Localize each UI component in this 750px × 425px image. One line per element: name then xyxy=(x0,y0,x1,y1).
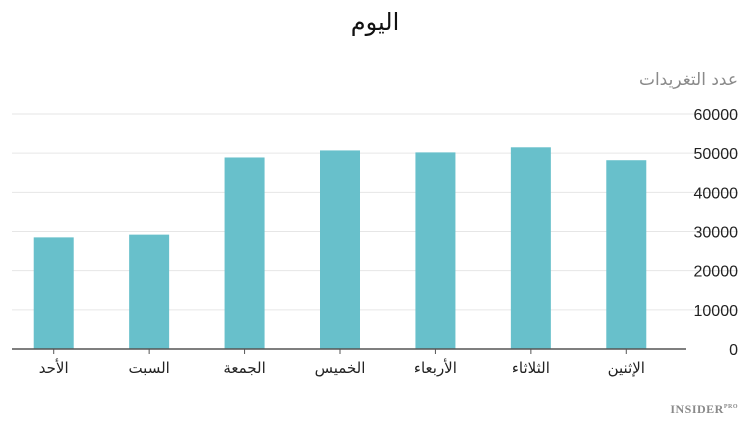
bar xyxy=(510,147,551,349)
bar xyxy=(415,152,456,349)
x-tick-label: السبت xyxy=(128,359,169,377)
brand-logo: INSIDERPRO xyxy=(670,402,738,416)
bar xyxy=(320,150,360,349)
x-tick-label: الأحد xyxy=(39,358,69,377)
y-tick-label: 20000 xyxy=(694,264,739,281)
bars xyxy=(33,147,647,349)
x-tick-label: الثلاثاء xyxy=(512,359,550,377)
bar xyxy=(33,237,74,349)
y-tick-label: 60000 xyxy=(694,107,739,124)
y-tick-label: 40000 xyxy=(694,185,739,202)
y-tick-label: 0 xyxy=(729,342,738,359)
y-ticks: 0 10000 20000 30000 40000 50000 60000 xyxy=(694,107,739,359)
x-tick-label: الخميس xyxy=(315,359,366,377)
y-tick-label: 30000 xyxy=(694,225,739,242)
x-tick-label: الإثنين xyxy=(608,359,645,377)
bar xyxy=(129,234,170,349)
x-labels: الإثنين الثلاثاء الأربعاء الخميس الجمعة السبت… xyxy=(39,349,645,377)
y-axis-label: عدد التغريدات xyxy=(638,70,738,90)
bar xyxy=(224,157,265,349)
x-tick-label: الجمعة xyxy=(223,359,265,377)
y-tick-label: 50000 xyxy=(694,146,739,163)
y-tick-label: 10000 xyxy=(694,303,739,320)
chart-title: اليوم xyxy=(350,8,400,36)
bar xyxy=(606,160,647,349)
x-tick-label: الأربعاء xyxy=(414,358,457,377)
